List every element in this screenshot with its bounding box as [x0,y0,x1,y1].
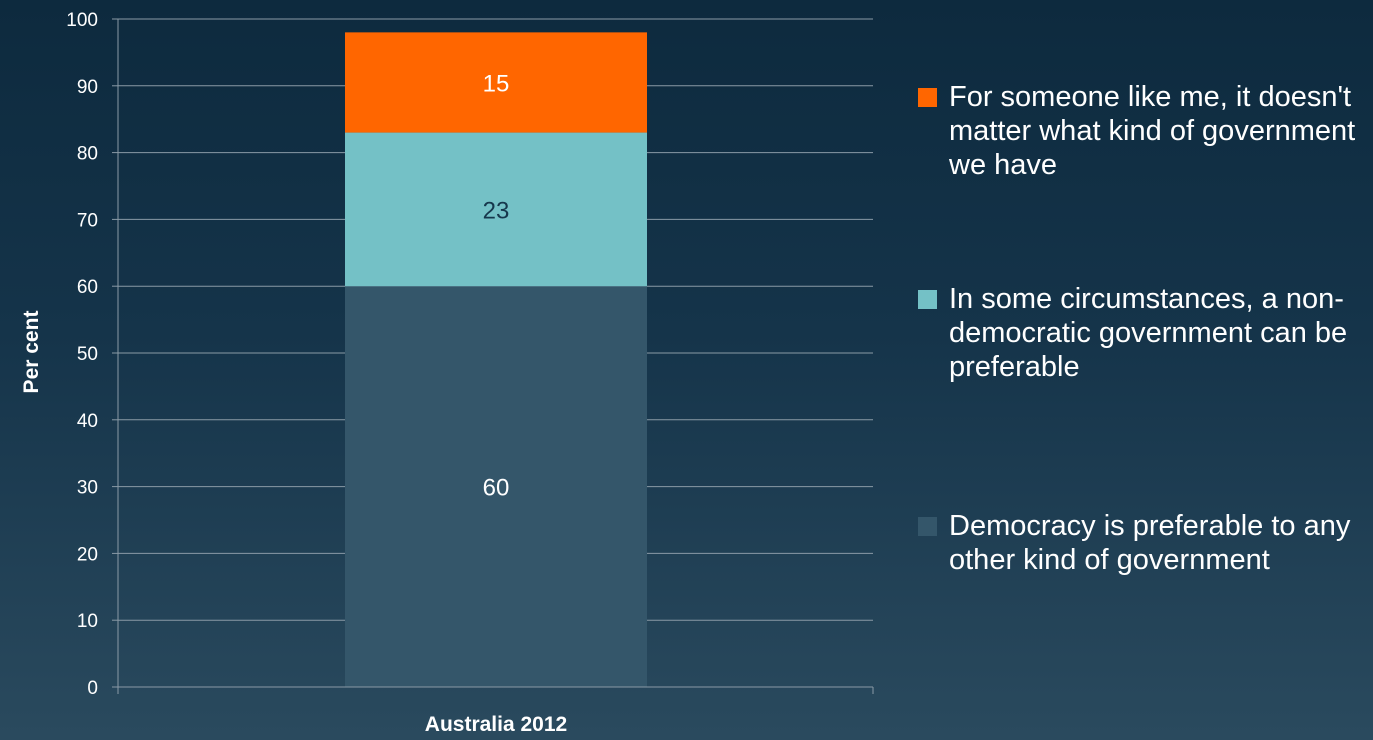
y-tick-label: 60 [77,277,98,298]
y-axis-ticks: 0 10 20 30 40 50 60 70 80 90 100 [66,10,118,699]
legend-swatch [918,88,937,107]
legend-label: In some circumstances, a non-democratic … [949,283,1348,383]
axes [117,19,874,694]
legend-swatch [918,290,937,309]
y-tick-label: 100 [66,10,98,31]
y-tick-label: 50 [77,344,98,365]
data-labels: 60 23 15 [483,70,510,501]
y-tick-label: 30 [77,478,98,499]
data-label-1: 23 [483,197,510,224]
y-tick-label: 20 [77,544,98,565]
legend-label: For someone like me, it doesn't matter w… [949,81,1356,181]
y-tick-label: 80 [77,144,98,165]
stacked-bar-chart: 0 10 20 30 40 50 60 70 80 90 100 60 23 15 Per cent A… [20,10,874,736]
bar-segment-0 [345,286,647,687]
y-tick-label: 10 [77,611,98,632]
bar-segment-1 [345,132,647,287]
x-axis-category-label: Australia 2012 [425,713,567,736]
y-axis-title: Per cent [20,311,43,394]
y-tick-label: 0 [87,678,98,699]
legend-item-no-matter: For someone like me, it doesn't matter w… [918,80,1369,182]
bars [345,32,647,687]
legend-item-democracy-preferable: Democracy is preferable to any other kin… [918,509,1369,577]
data-label-2: 15 [483,70,510,97]
legend-label: Democracy is preferable to any other kin… [949,510,1351,576]
legend-swatch [918,517,937,536]
y-tick-label: 40 [77,411,98,432]
legend-item-non-democratic: In some circumstances, a non-democratic … [918,282,1369,384]
y-tick-label: 70 [77,210,98,231]
data-label-0: 60 [483,475,510,502]
bar-segment-2 [345,32,647,133]
y-tick-label: 90 [77,77,98,98]
